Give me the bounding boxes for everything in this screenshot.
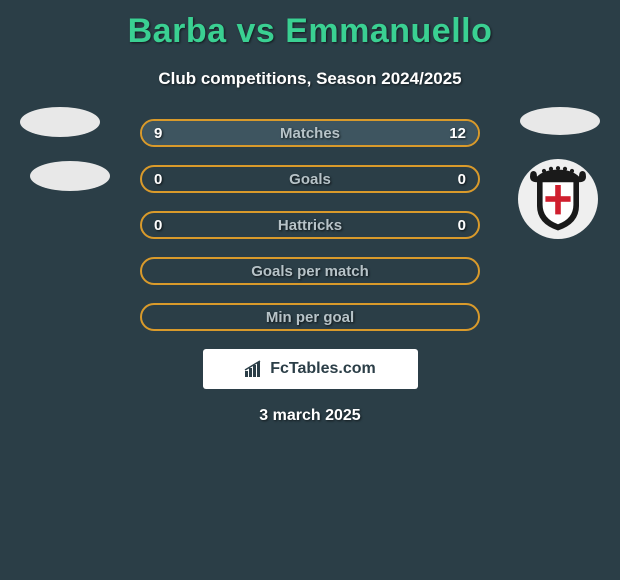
stat-bar-goals: 0 Goals 0	[140, 165, 480, 193]
stat-label: Goals	[142, 171, 478, 188]
stat-bar-goals-per-match: Goals per match	[140, 257, 480, 285]
player-left-avatar	[20, 107, 100, 137]
watermark-text: FcTables.com	[270, 360, 376, 378]
stat-label: Hattricks	[142, 217, 478, 234]
shield-icon	[523, 164, 593, 234]
club-right-badge	[518, 159, 598, 239]
stat-value-right: 0	[458, 171, 466, 188]
stat-label: Matches	[142, 125, 478, 142]
date-label: 3 march 2025	[0, 407, 620, 425]
stat-bar-min-per-goal: Min per goal	[140, 303, 480, 331]
player-right-avatar	[520, 107, 600, 135]
stat-bars: 9 Matches 12 0 Goals 0 0 Hattricks 0 Goa…	[140, 119, 480, 331]
chart-icon	[244, 360, 264, 378]
comparison-panel: 9 Matches 12 0 Goals 0 0 Hattricks 0 Goa…	[0, 119, 620, 425]
stat-value-right: 0	[458, 217, 466, 234]
stat-value-right: 12	[449, 125, 466, 142]
stat-bar-hattricks: 0 Hattricks 0	[140, 211, 480, 239]
club-left-badge	[30, 161, 110, 191]
stat-label: Min per goal	[142, 309, 478, 326]
stat-bar-matches: 9 Matches 12	[140, 119, 480, 147]
stat-label: Goals per match	[142, 263, 478, 280]
page-title: Barba vs Emmanuello	[0, 0, 620, 51]
subtitle: Club competitions, Season 2024/2025	[0, 69, 620, 89]
watermark: FcTables.com	[203, 349, 418, 389]
